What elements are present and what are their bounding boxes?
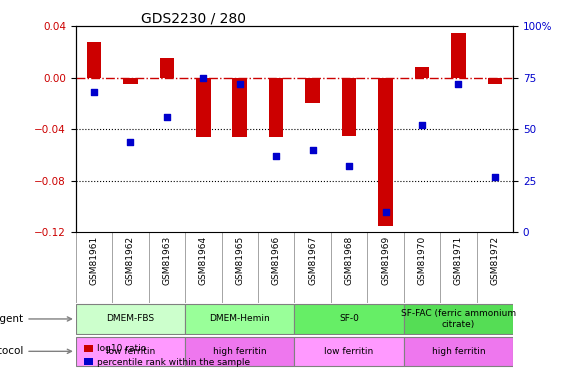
Text: GSM81965: GSM81965 (236, 236, 244, 285)
Point (272, 153, 281, 159)
Point (381, 209, 390, 214)
Legend: log10 ratio, percentile rank within the sample: log10 ratio, percentile rank within the … (80, 341, 254, 370)
Bar (196, 78, 210, 137)
Bar (378, 78, 393, 226)
Text: GSM81962: GSM81962 (126, 236, 135, 285)
FancyBboxPatch shape (76, 337, 185, 366)
FancyBboxPatch shape (294, 337, 403, 366)
Point (345, 163, 354, 169)
FancyBboxPatch shape (185, 304, 294, 333)
Bar (123, 78, 138, 84)
Bar (233, 78, 247, 137)
Text: GSM81968: GSM81968 (345, 236, 353, 285)
Bar (487, 78, 502, 84)
FancyBboxPatch shape (403, 337, 513, 366)
Text: GSM81966: GSM81966 (272, 236, 280, 285)
FancyBboxPatch shape (76, 304, 185, 333)
Text: GSM81961: GSM81961 (90, 236, 99, 285)
Text: DMEM-FBS: DMEM-FBS (106, 315, 154, 324)
Text: agent: agent (0, 314, 72, 324)
Text: GSM81970: GSM81970 (417, 236, 426, 285)
Bar (269, 78, 283, 137)
FancyBboxPatch shape (185, 337, 294, 366)
Bar (87, 42, 101, 78)
Point (162, 114, 171, 120)
Point (126, 139, 135, 145)
Text: SF-0: SF-0 (339, 315, 359, 324)
Text: GSM81967: GSM81967 (308, 236, 317, 285)
FancyBboxPatch shape (294, 304, 403, 333)
Bar (305, 78, 320, 104)
Text: high ferritin: high ferritin (431, 347, 485, 356)
Point (199, 75, 208, 81)
Text: GSM81964: GSM81964 (199, 236, 208, 285)
Point (89, 89, 99, 95)
Point (490, 174, 500, 180)
Text: GSM81971: GSM81971 (454, 236, 463, 285)
Point (454, 81, 463, 87)
Text: DMEM-Hemin: DMEM-Hemin (209, 315, 270, 324)
Text: growth protocol: growth protocol (0, 346, 72, 356)
Text: low ferritin: low ferritin (325, 347, 374, 356)
Text: SF-FAC (ferric ammonium
citrate): SF-FAC (ferric ammonium citrate) (401, 309, 516, 328)
Bar (160, 58, 174, 78)
FancyBboxPatch shape (403, 304, 513, 333)
Bar (415, 68, 429, 78)
Text: GSM81963: GSM81963 (163, 236, 171, 285)
Bar (451, 33, 466, 78)
Text: GSM81969: GSM81969 (381, 236, 390, 285)
Text: low ferritin: low ferritin (106, 347, 155, 356)
Point (417, 122, 427, 128)
Text: GSM81972: GSM81972 (490, 236, 499, 285)
Text: high ferritin: high ferritin (213, 347, 266, 356)
Point (235, 81, 244, 87)
Text: GDS2230 / 280: GDS2230 / 280 (141, 11, 247, 25)
Point (308, 147, 317, 153)
Bar (342, 78, 356, 136)
